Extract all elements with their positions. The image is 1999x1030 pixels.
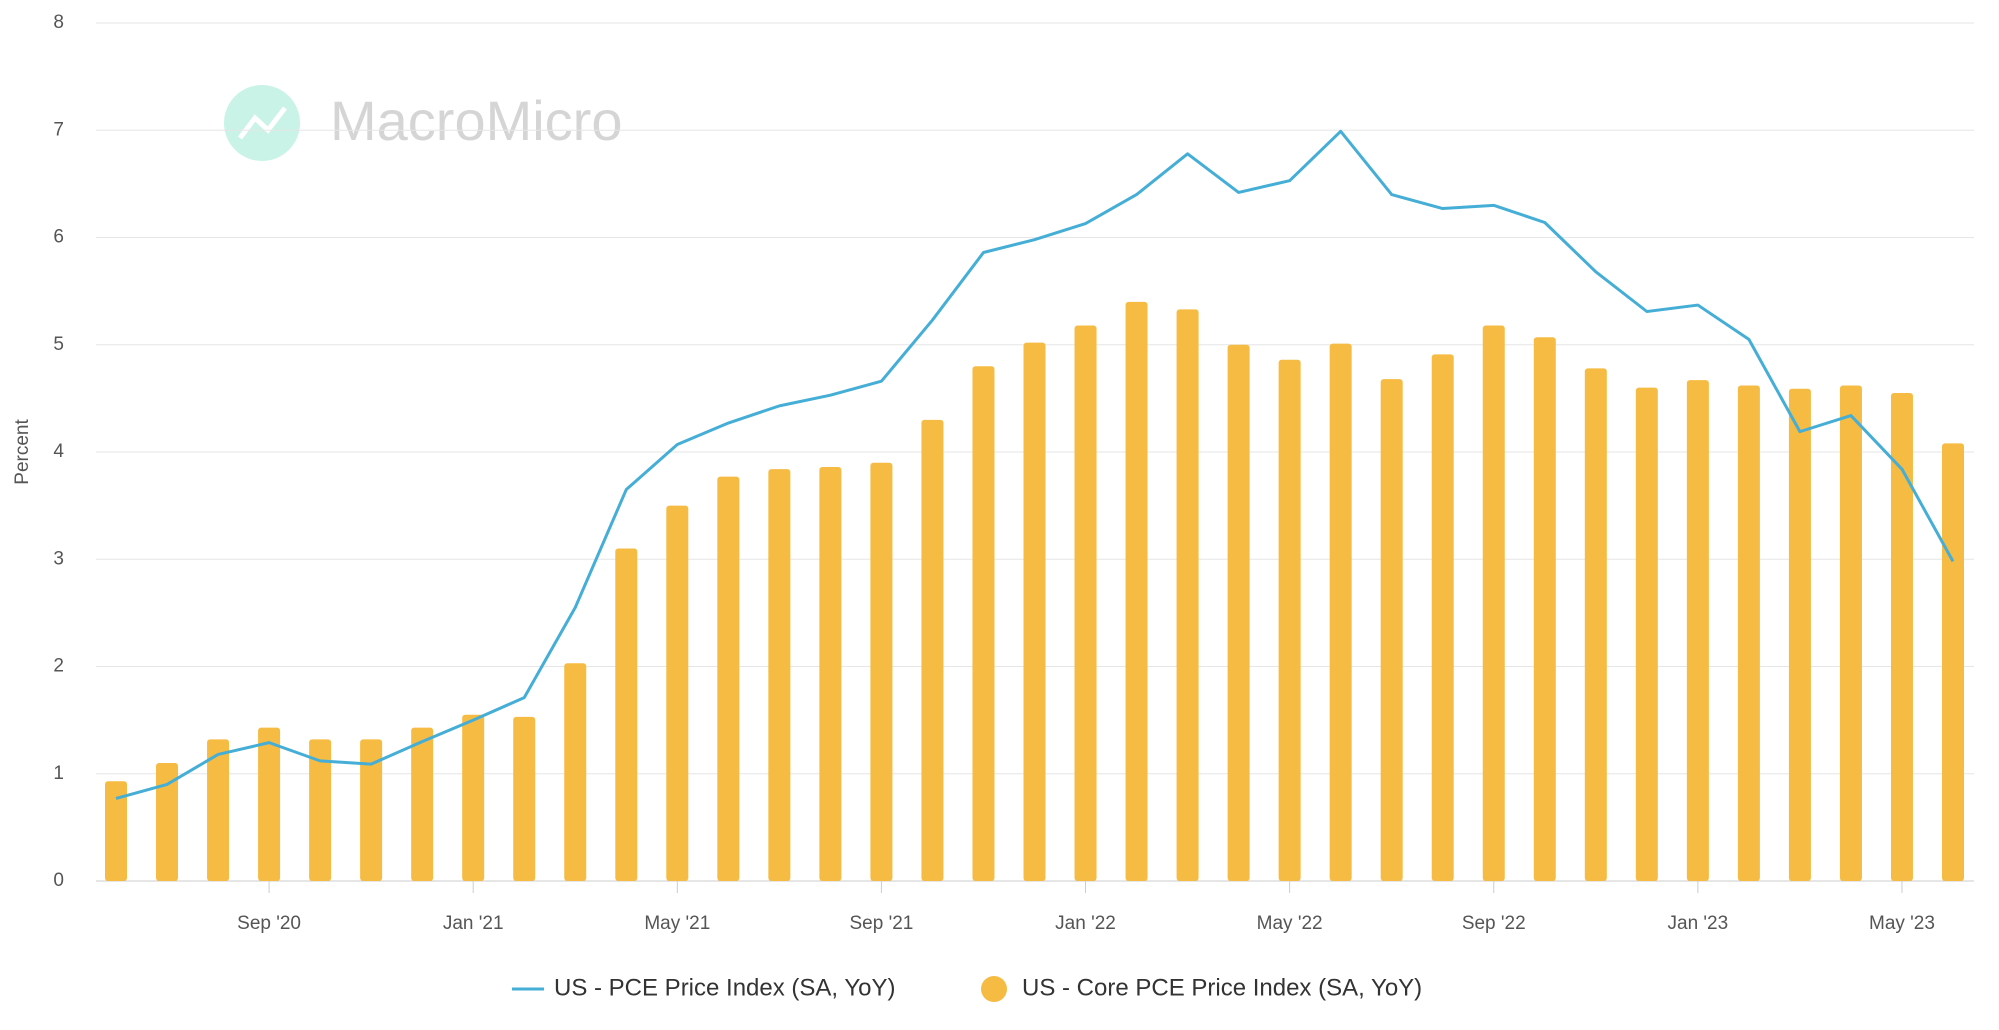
line: [115, 129, 1955, 800]
x-tick-label: Sep '21: [849, 913, 913, 934]
bar: [156, 763, 179, 881]
y-tick-label: 1: [53, 763, 64, 784]
bar: [1380, 379, 1403, 881]
bar: [1329, 343, 1352, 881]
bar: [768, 469, 791, 881]
bar: [309, 739, 332, 881]
x-tick-label: Sep '20: [237, 913, 301, 934]
bar: [1635, 387, 1658, 881]
bar: [1482, 325, 1505, 881]
x-tick-label: Sep '22: [1462, 913, 1526, 934]
bar: [1942, 443, 1964, 881]
bar: [666, 505, 689, 881]
bar: [360, 739, 383, 881]
legend-label: US - PCE Price Index (SA, YoY): [554, 974, 895, 1001]
x-tick-label: May '22: [1257, 913, 1323, 934]
y-tick-label: 4: [53, 441, 64, 462]
y-tick-label: 7: [53, 119, 64, 140]
x-tick-label: May '21: [644, 913, 710, 934]
x-tick-label: Jan '22: [1055, 913, 1116, 934]
x-tick-label: Jan '23: [1668, 913, 1729, 934]
bar: [462, 714, 485, 881]
y-tick-label: 8: [53, 12, 64, 33]
legend-label: US - Core PCE Price Index (SA, YoY): [1022, 974, 1422, 1001]
bar: [1125, 301, 1148, 882]
legend-symbol: [981, 976, 1007, 1002]
bar: [258, 727, 281, 881]
y-tick-label: 3: [53, 548, 64, 569]
bar: [921, 419, 944, 881]
x-tick-label: Jan '21: [443, 913, 504, 934]
bar: [105, 781, 127, 881]
bar: [1788, 388, 1811, 881]
bar: [1737, 385, 1760, 881]
bar: [819, 467, 842, 881]
x-tick-label: May '23: [1869, 913, 1935, 934]
bar: [1023, 342, 1046, 882]
bar: [972, 366, 995, 881]
bar: [564, 663, 587, 881]
bar: [1278, 359, 1301, 881]
y-tick-label: 2: [53, 656, 64, 677]
bar: [615, 548, 638, 881]
y-tick-label: 6: [53, 227, 64, 248]
watermark-logo: [224, 85, 300, 161]
bar: [513, 716, 536, 881]
bar: [1074, 325, 1097, 881]
y-axis-label: Percent: [12, 419, 33, 485]
bar: [1890, 393, 1913, 881]
bar: [411, 727, 434, 881]
bar: [870, 462, 893, 881]
y-tick-label: 0: [53, 870, 64, 891]
y-tick-label: 5: [53, 334, 64, 355]
bar: [207, 739, 230, 881]
bar: [1176, 309, 1199, 881]
bar: [1584, 368, 1607, 882]
bar: [1533, 337, 1556, 881]
watermark: MacroMicro: [330, 89, 622, 152]
bar: [1431, 354, 1454, 882]
bar: [1227, 344, 1250, 881]
bar: [1686, 380, 1709, 881]
bar: [717, 476, 740, 881]
bar: [1839, 385, 1862, 881]
